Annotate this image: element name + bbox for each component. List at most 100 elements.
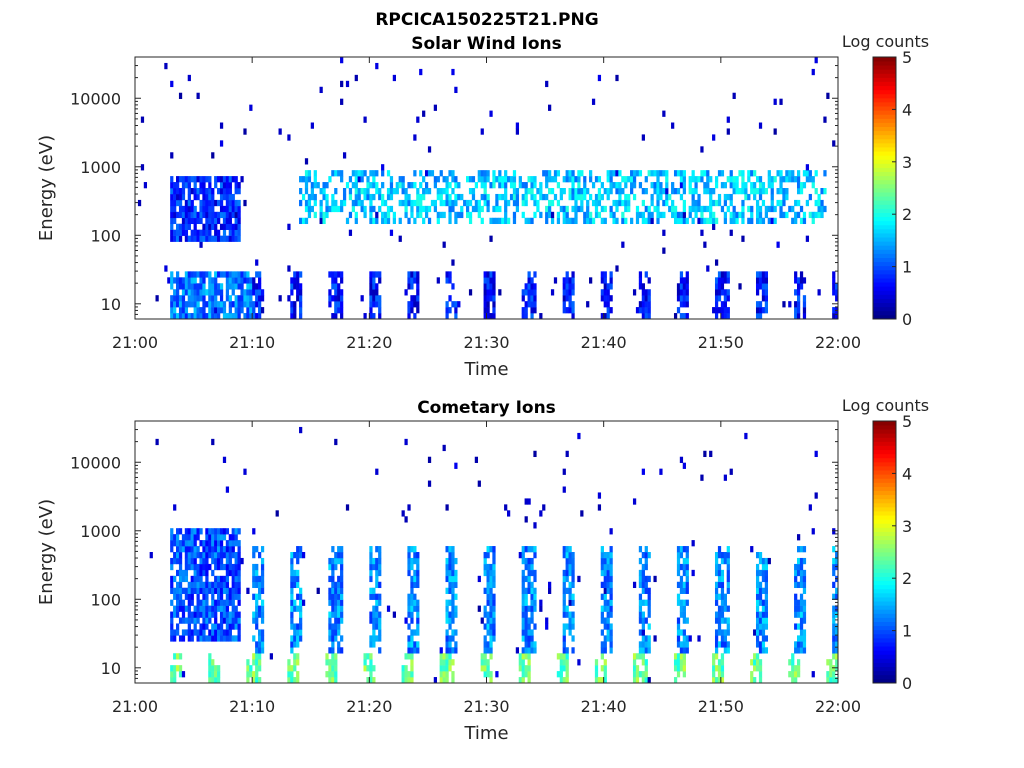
spectrogram-cell <box>682 599 686 606</box>
colorbar-swatch <box>873 519 896 524</box>
spectrogram-cell <box>671 182 675 189</box>
spectrogram-cell <box>217 575 221 583</box>
spectrogram-cell <box>521 289 525 296</box>
spectrogram-cell <box>832 569 836 577</box>
spectrogram-cell <box>337 283 341 290</box>
spectrogram-cell <box>422 110 426 117</box>
spectrogram-cell <box>720 557 725 565</box>
spectrogram-cell <box>583 176 587 183</box>
spectrogram-cell <box>234 587 238 594</box>
colorbar-tick-label: 4 <box>902 100 912 119</box>
colorbar-swatch <box>873 237 896 242</box>
x-tick-label: 21:10 <box>229 697 275 716</box>
spectrogram-cell <box>483 665 487 672</box>
spectrogram-cell <box>217 176 221 183</box>
spectrogram-cell <box>679 313 684 320</box>
spectrogram-cell <box>225 176 230 183</box>
spectrogram-cell <box>571 617 575 624</box>
spectrogram-cell <box>779 188 783 195</box>
spectrogram-cell <box>799 611 804 618</box>
spectrogram-cell <box>565 552 569 559</box>
spectrogram-cell <box>492 617 496 624</box>
spectrogram-cell <box>363 659 367 666</box>
spectrogram-cell <box>340 611 344 618</box>
spectrogram-cell <box>483 563 487 571</box>
spectrogram-cell <box>647 677 651 684</box>
spectrogram-cell <box>173 211 177 219</box>
spectrogram-cell <box>240 307 244 314</box>
spectrogram-cell <box>483 170 487 177</box>
spectrogram-cell <box>313 199 317 207</box>
spectrogram-cell <box>331 599 335 606</box>
spectrogram-cell <box>316 587 320 594</box>
spectrogram-cell <box>717 295 722 302</box>
spectrogram-cell <box>615 265 619 272</box>
spectrogram-cell <box>691 188 695 195</box>
spectrogram-cell <box>258 295 262 302</box>
spectrogram-cell <box>366 665 370 672</box>
spectrogram-cell <box>673 188 678 195</box>
spectrogram-cell <box>527 677 531 684</box>
spectrogram-cell <box>580 199 584 207</box>
spectrogram-cell <box>720 581 725 589</box>
spectrogram-cell <box>609 552 613 559</box>
spectrogram-cell <box>714 552 719 559</box>
spectrogram-cell <box>439 647 443 654</box>
spectrogram-cell <box>539 193 543 201</box>
spectrogram-cell <box>720 283 725 290</box>
spectrogram-cell <box>518 665 522 672</box>
spectrogram-cell <box>521 581 525 589</box>
spectrogram-cell <box>454 217 458 225</box>
spectrogram-cell <box>237 223 241 230</box>
spectrogram-cell <box>682 629 686 636</box>
spectrogram-cell <box>410 671 414 678</box>
colorbar-swatch <box>873 306 896 312</box>
spectrogram-cell <box>712 134 716 141</box>
colorbar-swatch <box>873 642 896 647</box>
spectrogram-cell <box>208 659 212 666</box>
spectrogram-cell <box>641 647 645 654</box>
spectrogram-cell <box>835 557 839 565</box>
spectrogram-cell <box>173 611 177 618</box>
spectrogram-cell <box>202 623 206 630</box>
spectrogram-cell <box>340 313 344 320</box>
spectrogram-cell <box>486 307 490 314</box>
spectrogram-cell <box>796 611 801 618</box>
spectrogram-cell <box>796 307 801 314</box>
spectrogram-cell <box>753 665 757 672</box>
spectrogram-cell <box>357 199 361 207</box>
spectrogram-cell <box>378 635 382 642</box>
spectrogram-cell <box>401 510 405 517</box>
spectrogram-cell <box>252 671 256 678</box>
spectrogram-cell <box>489 617 493 624</box>
spectrogram-cell <box>176 540 180 547</box>
spectrogram-cell <box>676 641 681 648</box>
spectrogram-cell <box>799 647 804 654</box>
spectrogram-cell <box>676 170 681 177</box>
spectrogram-cell <box>451 677 455 684</box>
spectrogram-cell <box>606 581 610 589</box>
spectrogram-cell <box>228 552 232 559</box>
spectrogram-cell <box>647 552 651 559</box>
spectrogram-cell <box>644 563 648 571</box>
spectrogram-cell <box>407 599 411 606</box>
spectrogram-cell <box>363 116 367 123</box>
spectrogram-cell <box>521 677 525 684</box>
spectrogram-cell <box>650 199 654 207</box>
spectrogram-cell <box>832 289 836 296</box>
spectrogram-cell <box>586 188 590 195</box>
spectrogram-cell <box>799 271 804 278</box>
colorbar-swatch <box>873 572 896 577</box>
spectrogram-cell <box>799 546 804 553</box>
spectrogram-cell <box>826 659 830 666</box>
spectrogram-cell <box>184 271 189 278</box>
spectrogram-cell <box>712 677 716 684</box>
spectrogram-cell <box>454 593 458 600</box>
spectrogram-cell <box>682 277 686 284</box>
spectrogram-cell <box>466 176 470 183</box>
spectrogram-cell <box>348 188 353 195</box>
spectrogram-cell <box>650 182 654 189</box>
spectrogram-cell <box>222 223 227 230</box>
spectrogram-cell <box>255 593 259 600</box>
spectrogram-cell <box>184 176 189 183</box>
